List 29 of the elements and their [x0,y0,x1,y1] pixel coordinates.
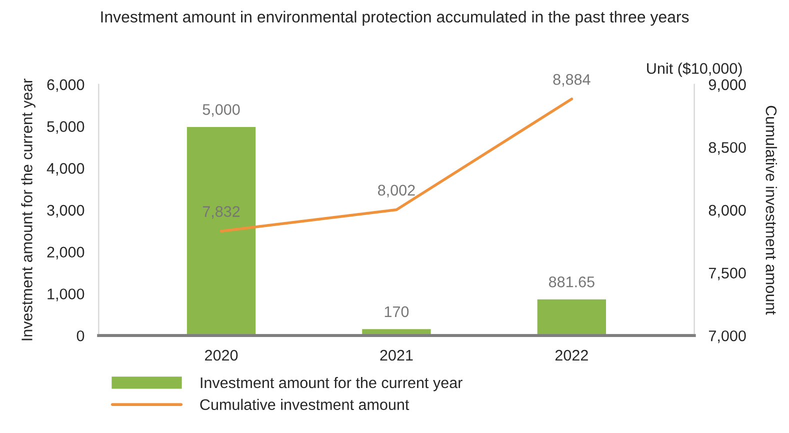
legend-label: Investment amount for the current year [200,376,462,392]
text: Unit ($10,000) [647,62,742,77]
y2-tick-label: 9,000 [708,79,746,92]
x-tick-label: 2021 [380,350,413,361]
data-label: 8,002 [378,184,415,198]
data-label: 8,884 [553,74,590,87]
y2-tick-label: 7,000 [708,330,746,344]
y-axis-title: Investment amount for the current year [21,78,36,340]
bar [536,298,608,336]
y2-tick-label: 8,000 [708,204,746,218]
y-tick-label: 6,000 [47,79,84,92]
y-tick-label: 4,000 [46,163,84,176]
bar [186,126,258,336]
data-label: 5,000 [202,104,240,117]
y-tick-label: 0 [76,330,84,342]
x-tick-label: 2020 [205,350,238,361]
y-tick-label: 5,000 [47,121,84,134]
legend-label: Cumulative investment amount [200,398,410,410]
y2-tick-label: 8,500 [708,142,746,155]
y-tick-label: 3,000 [47,204,84,218]
data-label: 881.65 [548,276,594,288]
y2-axis-title: Cumulative investment amount [766,106,777,315]
data-label: 170 [384,306,409,318]
x-tick-label: 2022 [555,350,588,361]
y-tick-label: 2,000 [47,246,84,260]
data-label: 7,832 [202,206,240,219]
y2-tick-label: 7,500 [708,268,746,280]
y-tick-label: 1,000 [48,288,84,302]
chart-title: Investment amount in environmental protection accumulated in the past three years [101,10,689,26]
